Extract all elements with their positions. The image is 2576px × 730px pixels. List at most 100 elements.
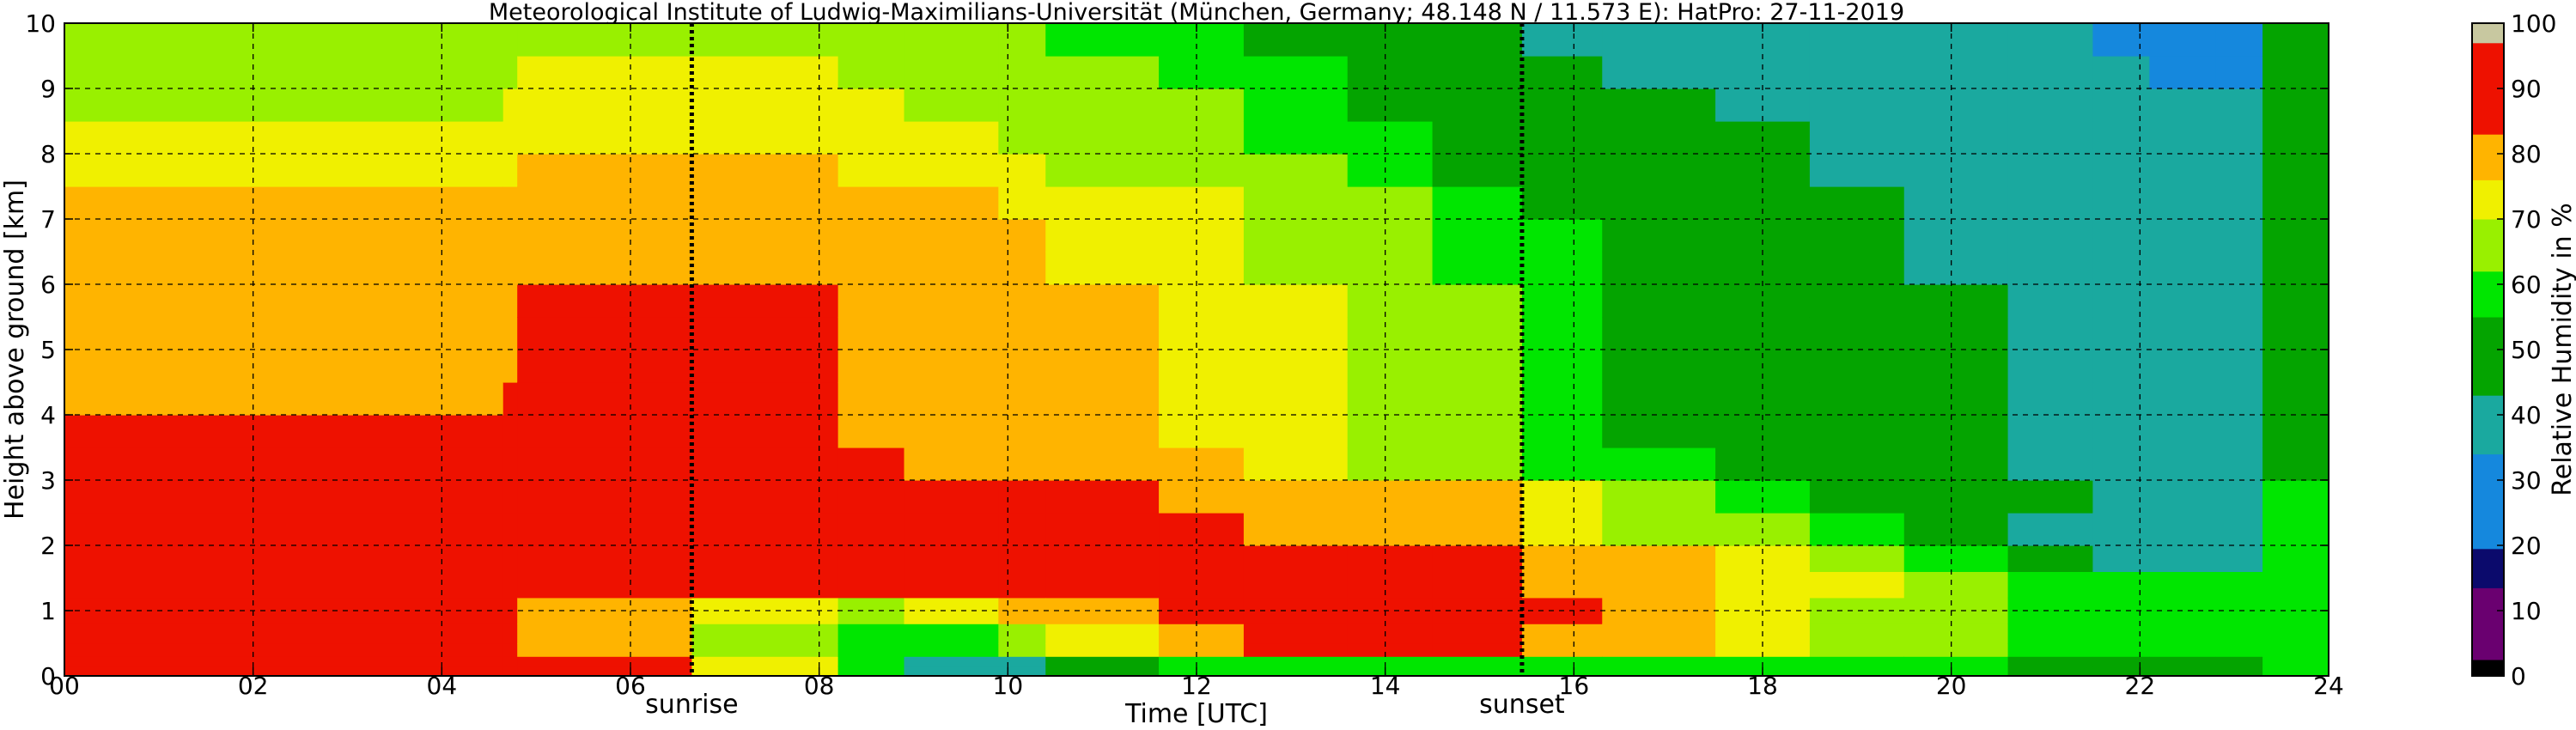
heatmap-cell bbox=[2007, 447, 2094, 481]
heatmap-cell bbox=[2215, 447, 2263, 481]
x-tick-label: 22 bbox=[2125, 672, 2156, 700]
heatmap-cell bbox=[1602, 656, 1716, 667]
heatmap-cell bbox=[1347, 571, 1434, 599]
heatmap-cell bbox=[502, 219, 518, 252]
heatmap-cell bbox=[1602, 513, 1716, 546]
heatmap-cell bbox=[1159, 317, 1245, 350]
heatmap-cell bbox=[2092, 624, 2150, 644]
heatmap-cell bbox=[691, 154, 839, 187]
heatmap-cell bbox=[64, 23, 504, 57]
heatmap-cell bbox=[1809, 513, 1905, 546]
heatmap-cell bbox=[904, 656, 999, 667]
heatmap-cell bbox=[1347, 656, 1434, 667]
heatmap-cell bbox=[1432, 219, 1523, 252]
heatmap-cell bbox=[2149, 284, 2216, 318]
heatmap-cell bbox=[1715, 643, 1811, 657]
heatmap-cell bbox=[1521, 382, 1603, 416]
heatmap-cell bbox=[1521, 252, 1603, 285]
heatmap-cell bbox=[1903, 571, 2009, 599]
heatmap-cell bbox=[1903, 513, 2009, 546]
y-tick-label: 7 bbox=[40, 205, 56, 234]
event-label: sunrise bbox=[645, 690, 738, 720]
heatmap-cell bbox=[1602, 154, 1716, 187]
heatmap-cell bbox=[2262, 121, 2329, 155]
heatmap-cell bbox=[998, 56, 1046, 89]
colorbar-segment bbox=[2472, 395, 2504, 455]
heatmap-cell bbox=[1602, 480, 1716, 514]
heatmap-cell bbox=[904, 317, 999, 350]
heatmap-cell bbox=[1432, 545, 1523, 572]
colorbar-segment bbox=[2472, 271, 2504, 318]
heatmap-cell bbox=[1045, 545, 1160, 572]
heatmap-cell bbox=[998, 447, 1046, 481]
heatmap-cell bbox=[517, 350, 692, 383]
y-tick-label: 8 bbox=[40, 140, 56, 168]
heatmap-cell bbox=[2262, 284, 2329, 318]
heatmap-cell bbox=[502, 666, 518, 676]
heatmap-cell bbox=[2215, 284, 2263, 318]
heatmap-cell bbox=[2215, 252, 2263, 285]
heatmap-cell bbox=[1045, 571, 1160, 599]
heatmap-cell bbox=[1432, 571, 1523, 599]
heatmap-cell bbox=[1602, 643, 1716, 657]
heatmap-cell bbox=[517, 643, 692, 657]
heatmap-cell bbox=[1347, 23, 1434, 57]
heatmap-cell bbox=[502, 382, 518, 416]
heatmap-cell bbox=[1432, 624, 1523, 644]
heatmap-cell bbox=[1045, 219, 1160, 252]
heatmap-cell bbox=[2149, 88, 2216, 122]
heatmap-cell bbox=[64, 382, 504, 416]
heatmap-cell bbox=[2007, 643, 2094, 657]
heatmap-cell bbox=[2092, 571, 2150, 599]
heatmap-cell bbox=[1602, 219, 1716, 252]
heatmap-cell bbox=[1521, 186, 1603, 220]
heatmap-cell bbox=[1521, 219, 1603, 252]
heatmap-cell bbox=[502, 121, 518, 155]
heatmap-cell bbox=[1159, 571, 1245, 599]
heatmap-cell bbox=[1521, 317, 1603, 350]
heatmap-cell bbox=[1347, 284, 1434, 318]
heatmap-cell bbox=[691, 88, 839, 122]
heatmap-cell bbox=[998, 571, 1046, 599]
heatmap-cell bbox=[1045, 666, 1160, 676]
heatmap-cell bbox=[502, 186, 518, 220]
heatmap-cell bbox=[502, 154, 518, 187]
heatmap-cell bbox=[837, 643, 905, 657]
heatmap-cell bbox=[2092, 284, 2150, 318]
heatmap-cell bbox=[904, 284, 999, 318]
heatmap-cell bbox=[837, 284, 905, 318]
heatmap-cell bbox=[64, 88, 504, 122]
heatmap-cell bbox=[2215, 480, 2263, 514]
heatmap-cell bbox=[1432, 666, 1523, 676]
heatmap-cell bbox=[1903, 284, 2009, 318]
heatmap-cell bbox=[1602, 56, 1716, 89]
heatmap-cell bbox=[1903, 121, 2009, 155]
heatmap-cell bbox=[998, 624, 1046, 644]
heatmap-cell bbox=[1243, 643, 1349, 657]
heatmap-cell bbox=[2007, 56, 2094, 89]
heatmap-cell bbox=[1521, 415, 1603, 448]
heatmap-cell bbox=[2215, 56, 2263, 89]
heatmap-cell bbox=[2092, 545, 2150, 572]
heatmap-cell bbox=[1159, 56, 1245, 89]
heatmap-cell bbox=[2007, 121, 2094, 155]
heatmap-cell bbox=[904, 154, 999, 187]
heatmap-cell bbox=[2215, 656, 2263, 667]
heatmap-cell bbox=[2262, 624, 2329, 644]
heatmap-cell bbox=[1159, 252, 1245, 285]
heatmap-cell bbox=[1602, 23, 1716, 57]
heatmap-cell bbox=[1243, 23, 1349, 57]
heatmap-cell bbox=[1159, 121, 1245, 155]
heatmap-cell bbox=[2262, 154, 2329, 187]
heatmap-cell bbox=[1809, 186, 1905, 220]
heatmap-cell bbox=[1347, 121, 1434, 155]
chart-title: Meteorological Institute of Ludwig-Maxim… bbox=[489, 0, 1904, 26]
x-tick-label: 08 bbox=[804, 672, 835, 700]
heatmap-cell bbox=[2262, 88, 2329, 122]
heatmap-cell bbox=[1809, 88, 1905, 122]
heatmap-cell bbox=[1715, 415, 1811, 448]
heatmap-cell bbox=[1602, 597, 1716, 624]
heatmap-cell bbox=[64, 219, 504, 252]
heatmap-cell bbox=[2149, 480, 2216, 514]
